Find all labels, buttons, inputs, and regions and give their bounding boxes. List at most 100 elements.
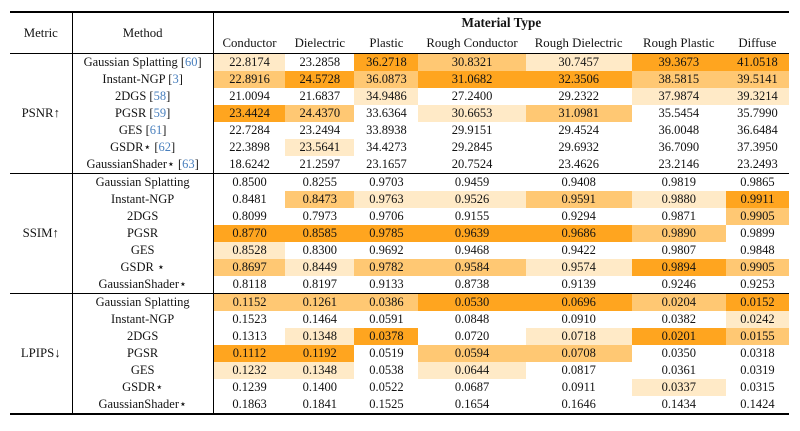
value-cell: 0.1464 xyxy=(302,312,338,326)
table-row: GaussianShader⋆ 0.1863 0.1841 0.1525 0.1654 0… xyxy=(10,396,789,414)
value-cell: 0.1841 xyxy=(302,397,338,411)
method-label: 2DGS xyxy=(72,208,214,225)
value-cell: 0.0152 xyxy=(725,293,789,311)
citation-link[interactable]: 3 xyxy=(172,72,179,86)
value-cell: 39.5141 xyxy=(725,71,789,88)
value-cell: 0.9422 xyxy=(561,243,596,257)
method-label: GES xyxy=(72,362,214,379)
value-cell: 0.0519 xyxy=(369,346,404,360)
method-label: 2DGS xyxy=(72,328,214,345)
method-label: GSDR⋆ xyxy=(72,379,214,396)
value-cell: 0.8528 xyxy=(213,242,286,259)
value-cell: 0.1239 xyxy=(232,380,267,394)
value-cell: 0.8770 xyxy=(213,225,286,242)
value-cell: 0.8473 xyxy=(285,191,355,208)
value-cell: 39.3673 xyxy=(631,53,726,71)
value-cell: 0.0911 xyxy=(561,380,596,394)
value-cell: 0.9584 xyxy=(418,259,526,276)
method-label: Instant-NGP [3] xyxy=(72,71,214,88)
value-cell: 21.0094 xyxy=(229,89,270,103)
method-label: Gaussian Splatting xyxy=(72,293,214,311)
method-label: GES [61] xyxy=(72,122,214,139)
metric-section: PSNR↑ Gaussian Splatting [60] 22.8174 23.28… xyxy=(10,53,789,174)
material-column-header: Rough Dielectric xyxy=(534,35,623,50)
value-cell: 23.4626 xyxy=(558,157,599,171)
value-cell: 31.0682 xyxy=(418,71,526,88)
value-cell: 0.8500 xyxy=(232,175,267,189)
method-label: 2DGS [58] xyxy=(72,88,214,105)
value-cell: 0.9253 xyxy=(740,277,775,291)
value-cell: 0.0817 xyxy=(561,363,596,377)
table-row: 2DGS [58] 21.0094 21.6837 34.9486 27.2400 29.… xyxy=(10,88,789,105)
value-cell: 0.7973 xyxy=(302,209,338,223)
value-cell: 0.8255 xyxy=(302,175,338,189)
value-cell: 0.0155 xyxy=(725,328,789,345)
method-label: GES xyxy=(72,242,214,259)
value-cell: 20.7524 xyxy=(451,157,493,171)
value-cell: 0.0594 xyxy=(418,345,526,362)
value-cell: 35.7990 xyxy=(737,106,778,120)
table-row: Instant-NGP 0.8481 0.8473 0.9763 0.9526 0.959… xyxy=(10,191,789,208)
citation-link[interactable]: 58 xyxy=(153,89,167,103)
value-cell: 33.6364 xyxy=(366,106,407,120)
citation-link[interactable]: 63 xyxy=(182,157,195,171)
value-cell: 31.0981 xyxy=(525,105,632,122)
value-cell: 0.8738 xyxy=(454,277,490,291)
value-cell: 0.0910 xyxy=(561,312,596,326)
citation-link[interactable]: 60 xyxy=(185,55,198,69)
value-cell: 0.9905 xyxy=(725,259,789,276)
value-cell: 0.0848 xyxy=(454,312,490,326)
value-cell: 0.9763 xyxy=(354,191,419,208)
value-cell: 0.9591 xyxy=(525,191,632,208)
method-label: PGSR [59] xyxy=(72,105,214,122)
value-cell: 21.2597 xyxy=(299,157,341,171)
table-row: GES 0.8528 0.8300 0.9692 0.9468 0.9422 0.9807 0… xyxy=(10,242,789,259)
citation-link[interactable]: 59 xyxy=(153,106,167,120)
value-cell: 0.0644 xyxy=(418,362,526,379)
value-cell: 0.9133 xyxy=(369,277,404,291)
metric-section: LPIPS↓ Gaussian Splatting 0.1152 0.1261 0.03… xyxy=(10,293,789,414)
method-label: Instant-NGP xyxy=(72,311,214,328)
value-cell: 0.9574 xyxy=(525,259,632,276)
value-cell: 0.0315 xyxy=(740,380,775,394)
table-row: Instant-NGP [3] 22.8916 24.5728 36.0873 31.0… xyxy=(10,71,789,88)
value-cell: 0.0522 xyxy=(369,380,404,394)
table-row: GSDR⋆ 0.1239 0.1400 0.0522 0.0687 0.0911 0.033… xyxy=(10,379,789,396)
value-cell: 22.7284 xyxy=(229,123,270,137)
value-cell: 0.9408 xyxy=(561,175,596,189)
value-cell: 24.4370 xyxy=(285,105,355,122)
value-cell: 0.1192 xyxy=(285,345,355,362)
method-label: PGSR xyxy=(72,225,214,242)
value-cell: 0.0337 xyxy=(631,379,726,396)
table-row: GSDR⋆ [62] 22.3898 23.5641 34.4273 29.2845 29… xyxy=(10,139,789,156)
value-cell: 23.2494 xyxy=(299,123,341,137)
value-cell: 0.8197 xyxy=(302,277,338,291)
value-cell: 23.2146 xyxy=(658,157,700,171)
value-cell: 34.9486 xyxy=(354,88,419,105)
value-cell: 0.1434 xyxy=(661,397,696,411)
value-cell: 0.9246 xyxy=(661,277,696,291)
citation-link[interactable]: 61 xyxy=(149,123,163,137)
value-cell: 33.8938 xyxy=(366,123,407,137)
value-cell: 18.6242 xyxy=(229,157,270,171)
value-cell: 30.7457 xyxy=(525,53,632,71)
value-cell: 0.9785 xyxy=(354,225,419,242)
metric-label: SSIM↑ xyxy=(10,173,73,294)
value-cell: 0.0718 xyxy=(525,328,632,345)
value-cell: 22.8174 xyxy=(213,53,286,71)
value-cell: 36.6484 xyxy=(737,123,778,137)
value-cell: 0.9911 xyxy=(725,191,789,208)
value-cell: 0.1232 xyxy=(213,362,286,379)
value-cell: 23.2858 xyxy=(299,55,341,69)
material-column-header: Plastic xyxy=(369,35,404,50)
value-cell: 29.4524 xyxy=(558,123,599,137)
value-cell: 0.0687 xyxy=(454,380,490,394)
value-cell: 0.1654 xyxy=(454,397,490,411)
citation-link[interactable]: 62 xyxy=(158,140,172,154)
value-cell: 0.1646 xyxy=(561,397,596,411)
value-cell: 22.8916 xyxy=(213,71,286,88)
method-label: Gaussian Splatting xyxy=(72,173,214,191)
table-row: 2DGS 0.8099 0.7973 0.9706 0.9155 0.9294 0.9871… xyxy=(10,208,789,225)
value-cell: 0.9639 xyxy=(418,225,526,242)
value-cell: 0.0378 xyxy=(354,328,419,345)
